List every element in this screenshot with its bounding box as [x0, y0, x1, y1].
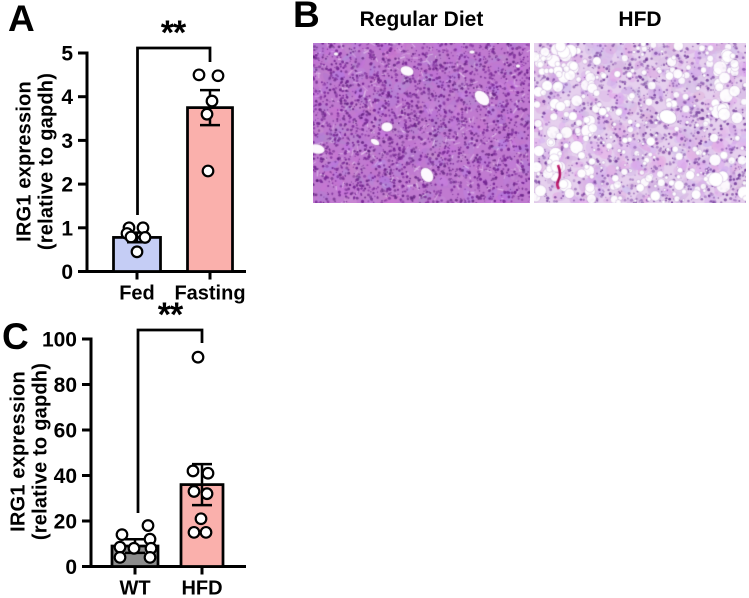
x-label-hfd: HFD: [181, 578, 222, 598]
data-point: [187, 525, 201, 539]
y-tick-label: 4: [61, 86, 73, 109]
y-tick-label: 0: [65, 556, 77, 579]
y-tick-label: 5: [61, 43, 73, 66]
y-tick-label: 20: [54, 511, 77, 534]
panel-b-label: B: [293, 0, 320, 35]
data-point: [141, 519, 155, 532]
bar-chart-wt-vs-hfd: 0 20 40 60 80 100 WT HFD **: [42, 296, 246, 598]
y-tick-label: 1: [61, 217, 73, 240]
significance-bracket: [136, 328, 204, 513]
data-point: [143, 550, 157, 564]
data-point: [113, 550, 127, 564]
data-point: [201, 164, 215, 178]
data-point: [199, 525, 213, 539]
data-point: [186, 464, 200, 478]
y-tick-label: 2: [61, 174, 73, 197]
data-point: [113, 540, 127, 554]
significance-bracket: [136, 46, 212, 215]
histology-image-regular-diet: [313, 43, 530, 203]
data-point: [138, 231, 152, 244]
data-point: [187, 485, 201, 498]
bar-fasting: [186, 106, 234, 273]
histology-image-hfd: [534, 43, 746, 203]
panel-a-label: A: [8, 0, 35, 39]
data-point: [200, 107, 214, 121]
y-tick-label: 80: [54, 374, 77, 397]
x-label-wt: WT: [119, 578, 150, 598]
data-point: [115, 528, 129, 542]
data-point: [192, 68, 206, 82]
data-point: [191, 350, 205, 364]
bar-chart-fed-vs-fasting: 0 1 2 3 4 5 Fed Fasting **: [61, 14, 246, 305]
hfd-title: HFD: [618, 8, 662, 31]
y-tick-label: 0: [61, 261, 73, 284]
data-point: [127, 541, 141, 555]
x-label-fed: Fed: [119, 283, 155, 305]
data-point: [130, 245, 144, 259]
data-point: [200, 487, 214, 501]
y-tick-label: 100: [42, 329, 77, 352]
data-point: [124, 230, 138, 244]
significance-stars: **: [161, 14, 187, 52]
data-point: [201, 466, 215, 480]
y-tick-label: 3: [61, 130, 73, 153]
data-point: [194, 512, 208, 526]
data-point: [205, 94, 219, 108]
y-tick-label: 40: [54, 465, 77, 488]
data-point: [211, 69, 225, 83]
panel-c-label: C: [2, 316, 29, 357]
x-label-fasting: Fasting: [174, 283, 245, 305]
significance-stars: **: [158, 296, 184, 334]
y-tick-label: 60: [54, 420, 77, 443]
regular-diet-title: Regular Diet: [359, 8, 484, 31]
